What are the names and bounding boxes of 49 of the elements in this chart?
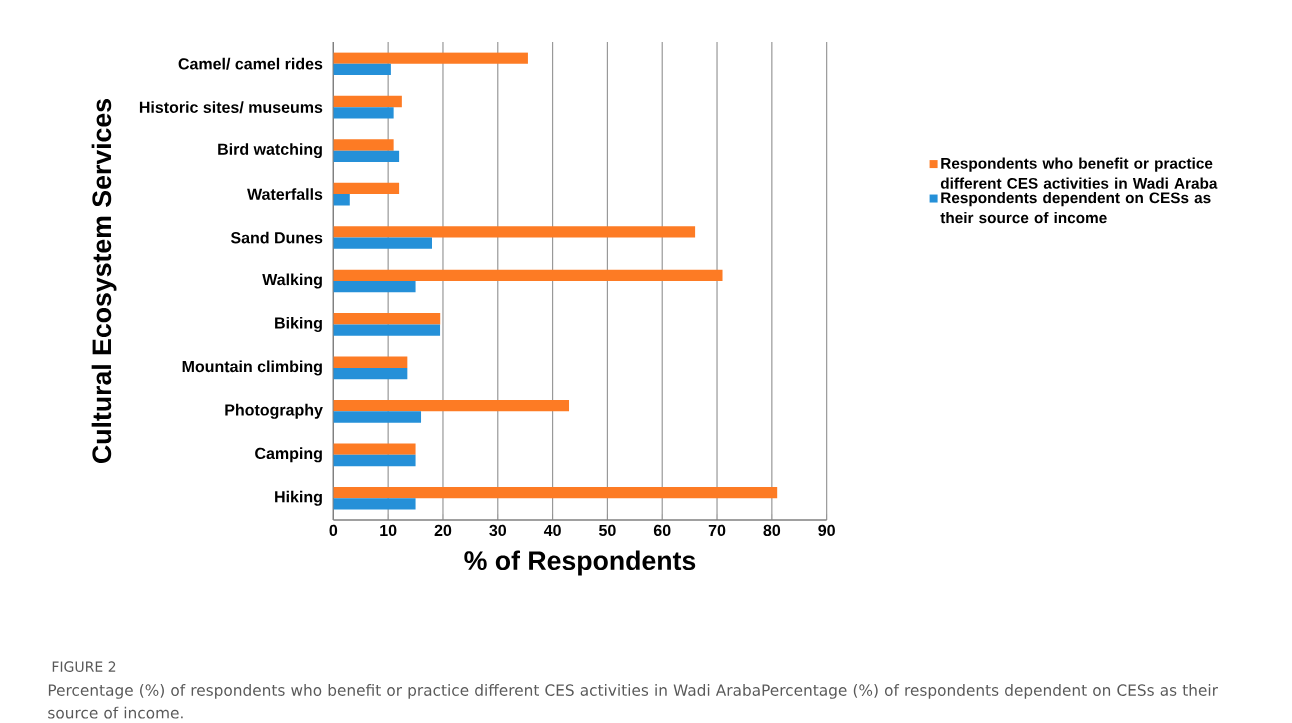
y-tick-label: Bird watching xyxy=(218,143,322,159)
bar xyxy=(333,356,408,368)
x-tick-label: 60 xyxy=(653,524,671,537)
bar xyxy=(333,63,391,76)
bar xyxy=(333,107,394,119)
bar xyxy=(333,281,416,293)
x-tick-label: 90 xyxy=(818,524,835,537)
bar xyxy=(333,139,394,151)
bar xyxy=(333,150,400,162)
legend-label: Respondents who benefit or practice different CES activities in Wadi Araba xyxy=(940,157,1218,189)
y-tick-label: Camel/ camel rides xyxy=(178,57,323,70)
x-tick-label: 50 xyxy=(599,524,616,537)
x-tick-label: 0 xyxy=(329,524,338,537)
y-axis-title: Cultural Ecosystem Services xyxy=(91,99,117,463)
x-tick-label: 80 xyxy=(763,524,781,537)
y-tick-label: Biking xyxy=(275,316,322,332)
y-tick-label: Walking xyxy=(262,273,322,289)
x-axis-title: % of Respondents xyxy=(464,550,696,576)
y-tick-label: Camping xyxy=(255,447,322,463)
bar xyxy=(333,52,528,64)
x-tick-label: 10 xyxy=(380,524,397,537)
y-tick-label: Sand Dunes xyxy=(230,231,323,244)
legend-label: Respondents dependent on CESs as their source of income xyxy=(940,191,1211,224)
bar xyxy=(333,182,400,195)
bar xyxy=(333,454,416,467)
y-tick-label: Hiking xyxy=(275,490,322,506)
bar xyxy=(333,194,350,206)
y-tick-label: Waterfalls xyxy=(247,188,323,200)
bar xyxy=(333,95,402,108)
bar xyxy=(333,400,570,412)
caption: FIGURE 2 xyxy=(52,661,116,672)
bar xyxy=(333,324,441,336)
text: Percentage (%) of respondents who benefit or practice different CES activities in Wadi ArabaPercentage (%) of respondents dependent on CESs as their source of income. xyxy=(48,684,1218,719)
y-tick-label: Historic sites/ museums xyxy=(139,101,323,114)
bar xyxy=(333,226,696,238)
bar xyxy=(333,237,432,249)
y-tick-label: Photography xyxy=(225,403,323,419)
bar xyxy=(333,313,441,325)
bar xyxy=(333,498,416,510)
bar xyxy=(333,269,723,281)
bar xyxy=(333,411,422,423)
y-tick-label: Mountain climbing xyxy=(182,360,322,376)
x-tick-label: 20 xyxy=(434,524,452,537)
x-tick-label: 30 xyxy=(489,524,507,537)
bar xyxy=(333,367,408,380)
bar xyxy=(333,486,778,499)
x-tick-label: 70 xyxy=(708,524,726,537)
x-tick-label: 40 xyxy=(543,524,561,537)
bar xyxy=(333,443,416,455)
